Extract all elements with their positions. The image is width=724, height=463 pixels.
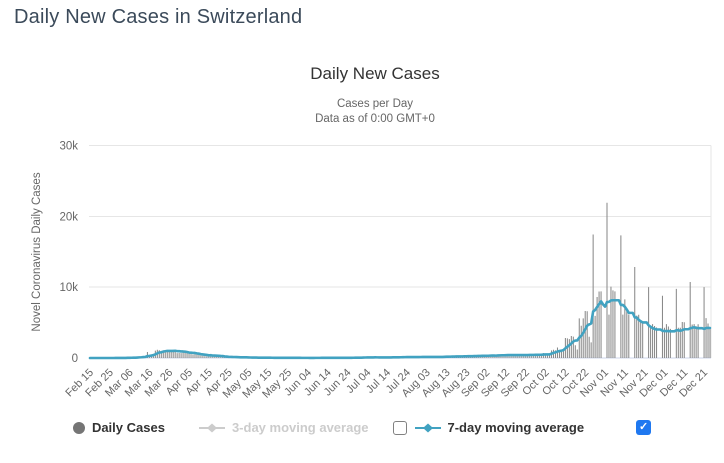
chart-subtitle: Cases per Day Data as of 0:00 GMT+0 bbox=[26, 97, 724, 127]
y-axis-labels: 0 10k 20k 30k bbox=[59, 141, 78, 366]
legend-item-3day-avg[interactable]: 3-day moving average bbox=[198, 420, 369, 435]
svg-text:0: 0 bbox=[72, 353, 78, 365]
chart-legend: Daily Cases 3-day moving average 7-day m… bbox=[0, 420, 724, 435]
legend-daily-cases-label: Daily Cases bbox=[91, 420, 165, 435]
3day-avg-checkbox[interactable] bbox=[392, 420, 407, 435]
chart-subtitle-line1: Cases per Day bbox=[336, 98, 414, 110]
page-title: Daily New Cases in Switzerland bbox=[14, 6, 303, 28]
3day-avg-marker-icon bbox=[198, 423, 225, 433]
daily-cases-marker-icon bbox=[72, 421, 85, 434]
y-axis-title: Novel Coronavirus Daily Cases bbox=[31, 172, 43, 331]
chart-subtitle-line2: Data as of 0:00 GMT+0 bbox=[315, 113, 435, 125]
daily-cases-bars-series[interactable] bbox=[109, 202, 711, 358]
svg-text:10k: 10k bbox=[59, 282, 78, 294]
legend-item-daily-cases[interactable]: Daily Cases bbox=[72, 420, 165, 435]
7day-avg-marker-icon bbox=[414, 423, 441, 433]
7day-avg-checkbox[interactable]: ✓ bbox=[636, 420, 652, 435]
legend-item-7day-avg[interactable]: 7-day moving average bbox=[414, 420, 585, 435]
svg-text:20k: 20k bbox=[59, 211, 78, 223]
legend-7day-avg-label: 7-day moving average bbox=[447, 420, 585, 435]
svg-text:30k: 30k bbox=[59, 141, 78, 153]
gridlines bbox=[89, 145, 712, 358]
legend-3day-avg-label: 3-day moving average bbox=[231, 420, 369, 435]
chart-title: Daily New Cases bbox=[310, 64, 440, 83]
7day-moving-average-line[interactable] bbox=[88, 298, 712, 360]
